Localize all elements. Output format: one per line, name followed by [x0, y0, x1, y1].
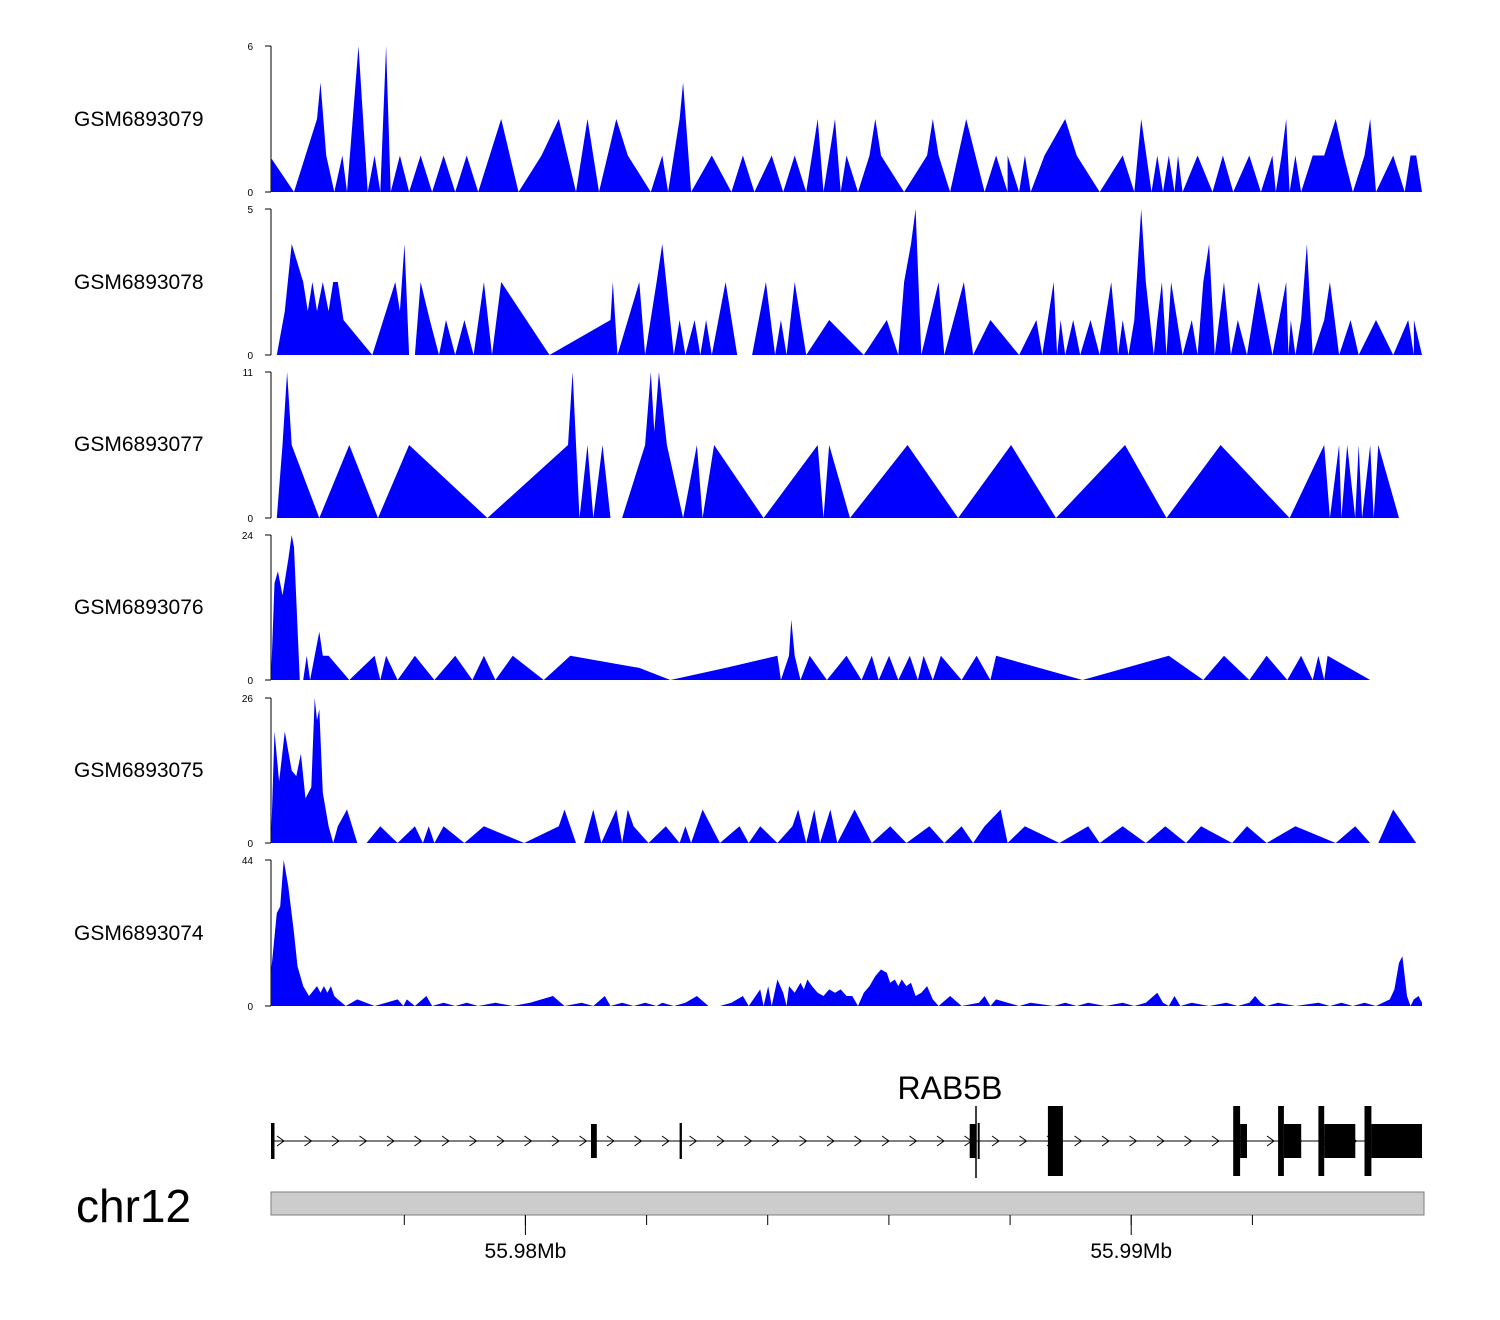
- strand-arrow: [579, 1135, 588, 1147]
- strand-arrow: [1074, 1135, 1083, 1147]
- y-tick-label-zero: 0: [247, 1002, 253, 1013]
- strand-arrow: [331, 1135, 340, 1147]
- exon: [1240, 1124, 1247, 1158]
- y-tick-label-max: 24: [242, 531, 254, 542]
- signal-area-GSM6893074: [271, 860, 1422, 1006]
- strand-arrow: [469, 1135, 478, 1147]
- strand-arrow: [936, 1135, 945, 1147]
- track-label: GSM6893075: [74, 759, 204, 782]
- signal-area-GSM6893077: [276, 372, 1399, 518]
- exon: [1318, 1106, 1325, 1176]
- strand-arrow: [881, 1135, 890, 1147]
- track-GSM6893075: GSM6893075 26 0: [74, 694, 1417, 850]
- strand-arrow: [991, 1135, 1000, 1147]
- signal-area-GSM6893078: [276, 209, 1422, 355]
- strand-arrow: [606, 1135, 615, 1147]
- strand-arrow: [689, 1135, 698, 1147]
- exons: [271, 1106, 1422, 1176]
- track-label: GSM6893076: [74, 596, 204, 619]
- strand-arrow: [1211, 1135, 1220, 1147]
- chromosome-ideogram: [270, 1191, 1425, 1216]
- y-tick-label-zero: 0: [247, 514, 253, 525]
- signal-area-GSM6893079: [271, 46, 1422, 192]
- y-tick-label-max: 5: [247, 205, 253, 216]
- x-axis-ticks: 55.98Mb 55.99Mb: [403, 1215, 1253, 1263]
- gene-track: RAB5B: [271, 1070, 1422, 1178]
- y-tick-label-zero: 0: [247, 839, 253, 850]
- track-GSM6893077: GSM6893077 11 0: [74, 368, 1399, 525]
- track-label: GSM6893079: [74, 108, 204, 131]
- track-label: GSM6893074: [74, 922, 204, 945]
- strand-arrow: [854, 1135, 863, 1147]
- strand-arrow: [1129, 1135, 1138, 1147]
- signal-area-GSM6893075: [271, 698, 1417, 843]
- strand-arrow: [359, 1135, 368, 1147]
- y-tick-label-max: 44: [242, 856, 254, 867]
- y-tick-label-max: 11: [243, 368, 254, 379]
- strand-arrow: [524, 1135, 533, 1147]
- strand-arrow: [661, 1135, 670, 1147]
- strand-arrow: [276, 1135, 285, 1147]
- strand-arrow: [909, 1135, 918, 1147]
- exon: [679, 1123, 682, 1159]
- y-tick-label-max: 6: [247, 42, 253, 53]
- exon: [1364, 1106, 1372, 1176]
- exon: [1283, 1124, 1302, 1158]
- strand-arrow: [826, 1135, 835, 1147]
- strand-arrow: [744, 1135, 753, 1147]
- exon: [977, 1123, 980, 1159]
- x-tick-label: 55.98Mb: [485, 1240, 567, 1263]
- strand-arrow: [414, 1135, 423, 1147]
- exon: [1047, 1106, 1063, 1176]
- exon: [271, 1123, 275, 1159]
- strand-arrow: [1184, 1135, 1193, 1147]
- strand-arrow: [441, 1135, 450, 1147]
- strand-arrow: [1266, 1135, 1275, 1147]
- track-label: GSM6893078: [74, 271, 204, 294]
- strand-arrow: [799, 1135, 808, 1147]
- gene-label: RAB5B: [898, 1070, 1003, 1106]
- y-tick-label-zero: 0: [247, 188, 253, 199]
- exon: [591, 1124, 597, 1158]
- signal-area-GSM6893076: [271, 535, 1371, 680]
- exon: [1371, 1124, 1422, 1158]
- chromosome-label: chr12: [76, 1180, 191, 1232]
- strand-arrow: [304, 1135, 313, 1147]
- y-tick-label-max: 26: [242, 694, 254, 705]
- y-tick-label-zero: 0: [247, 676, 253, 687]
- signal-tracks: GSM689307960GSM689307850GSM6893077110GSM…: [74, 42, 1422, 1013]
- strand-arrows: [276, 1135, 1385, 1147]
- track-label: GSM6893077: [74, 433, 204, 456]
- strand-arrow: [551, 1135, 560, 1147]
- track-GSM6893079: GSM6893079 6 0: [74, 42, 1422, 199]
- x-tick-label: 55.99Mb: [1090, 1240, 1172, 1263]
- strand-arrow: [771, 1135, 780, 1147]
- exon: [1324, 1124, 1356, 1158]
- track-GSM6893078: GSM6893078 5 0: [74, 205, 1422, 362]
- strand-arrow: [386, 1135, 395, 1147]
- genome-axis: chr12 55.98Mb 55.99Mb: [76, 1180, 1425, 1263]
- strand-arrow: [1156, 1135, 1165, 1147]
- track-GSM6893076: GSM6893076 24 0: [74, 531, 1371, 687]
- y-tick-label-zero: 0: [247, 351, 253, 362]
- strand-arrow: [1019, 1135, 1028, 1147]
- exon: [969, 1124, 976, 1158]
- exon: [1233, 1106, 1241, 1176]
- strand-arrow: [496, 1135, 505, 1147]
- strand-arrow: [634, 1135, 643, 1147]
- strand-arrow: [716, 1135, 725, 1147]
- track-GSM6893074: GSM6893074 44 0: [74, 856, 1422, 1013]
- exon: [1278, 1106, 1284, 1176]
- strand-arrow: [1101, 1135, 1110, 1147]
